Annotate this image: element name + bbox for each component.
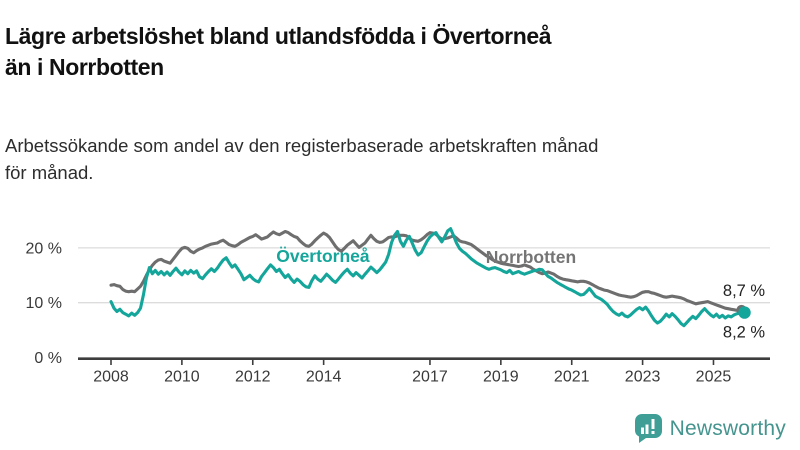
x-tick-label: 2019 — [483, 369, 519, 386]
page-title: Lägre arbetslöshet bland utlandsfödda i … — [5, 23, 552, 80]
brand-name: Newsworthy — [669, 416, 786, 440]
series-line-övertorneå — [109, 227, 745, 328]
x-tick-label: 2012 — [235, 369, 271, 386]
x-tick-label: 2010 — [164, 369, 200, 386]
y-tick-label: 0 % — [34, 350, 62, 367]
series-line-norrbotten — [109, 229, 745, 312]
x-tick-label: 2021 — [554, 369, 590, 386]
end-dot-övertorneå — [738, 306, 751, 319]
newsworthy-logo: Newsworthy — [634, 414, 786, 443]
y-tick-label: 20 % — [26, 240, 62, 257]
end-label-övertorneå: 8,2 % — [723, 324, 766, 342]
newsworthy-chart-bubble-icon — [634, 414, 662, 443]
y-tick-label: 10 % — [26, 295, 62, 312]
x-tick-label: 2014 — [306, 369, 342, 386]
chart-subtitle: Arbetssökande som andel av den registerb… — [5, 134, 599, 184]
x-tick-label: 2025 — [696, 369, 732, 386]
line-chart: 0 % 10 % 20 % 2008 2010 2012 2014 2017 2019 2021 2… — [26, 227, 770, 386]
x-tick-label: 2023 — [625, 369, 661, 386]
end-label-norrbotten: 8,7 % — [723, 282, 766, 300]
x-tick-label: 2008 — [93, 369, 129, 386]
series-label-norrbotten: Norrbotten — [486, 247, 576, 267]
series-label-övertorneå: Övertorneå — [276, 246, 370, 266]
x-tick-label: 2017 — [412, 369, 448, 386]
